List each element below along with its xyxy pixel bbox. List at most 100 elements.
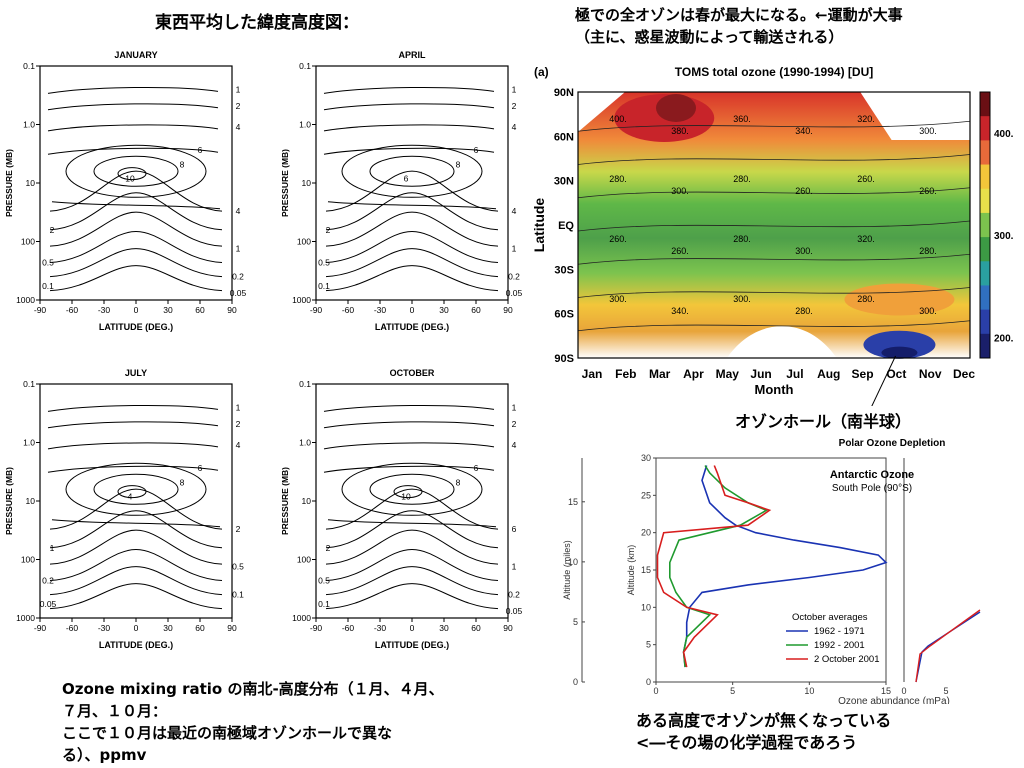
profile-ytick-label: 0	[646, 677, 651, 687]
toms-contour-label: 300.	[919, 126, 937, 136]
contour-panel-october: OCTOBER -90 -60 -30 0 30 60 90 0.1 1.0 10 100 1000 LA…	[280, 368, 523, 650]
contour-arc	[325, 549, 499, 582]
contour-arc	[325, 170, 499, 212]
toms-contour-label: 260.	[857, 174, 875, 184]
toms-contour-line	[577, 287, 971, 298]
contour-line	[47, 103, 219, 111]
toms-lat-label: EQ	[558, 220, 574, 232]
toms-colorbar-tick: 400.	[994, 129, 1014, 140]
contour-value-label: 8	[180, 159, 185, 169]
contour-value-label: 0.05	[40, 599, 57, 609]
contour-value-label: 2	[236, 524, 241, 534]
toms-contour-label: 300.	[671, 186, 689, 196]
contour-ytick-label: 100	[21, 237, 35, 247]
contour-ylabel: PRESSURE (MB)	[280, 149, 290, 217]
contour-value-label: 4	[512, 122, 517, 132]
contour-value-label: 10	[401, 491, 411, 501]
contour-xtick-label: 30	[439, 305, 449, 315]
contour-arc	[49, 211, 223, 247]
toms-contour-line	[577, 154, 971, 165]
contour-xtick-label: 30	[163, 623, 173, 633]
toms-colorbar-segment	[980, 333, 990, 359]
toms-contour-label: 260.	[795, 186, 813, 196]
toms-colorbar-segment	[980, 212, 990, 238]
contour-value-label: 1	[512, 244, 517, 254]
contour-value-label: 6	[198, 463, 203, 473]
toms-contour-label: 300.	[919, 306, 937, 316]
contour-xtick-label: 60	[471, 623, 481, 633]
contour-line	[327, 201, 497, 210]
toms-southern-collar	[844, 283, 955, 316]
profile-miles-tick-label: 0	[573, 677, 578, 687]
contour-line	[323, 124, 495, 132]
contour-arc	[49, 488, 223, 530]
toms-colorbar-segment	[980, 116, 990, 141]
toms-month-label: Feb	[615, 367, 636, 381]
contour-value-label: 0.05	[506, 606, 523, 616]
toms-colorbar-segment	[980, 164, 990, 190]
toms-month-label: Jan	[582, 367, 603, 381]
profile-xlabel: Ozone abundance (mPa)	[838, 696, 950, 704]
contour-xtick-label: -30	[374, 623, 387, 633]
contour-value-label: 8	[180, 477, 185, 487]
contour-value-label: 0.2	[42, 576, 54, 586]
contour-value-label: 1	[50, 543, 55, 553]
profile-legend-title: October averages	[792, 612, 868, 623]
contour-xtick-label: 90	[503, 305, 513, 315]
contour-value-label: 6	[474, 463, 479, 473]
toms-lat-label: 30S	[554, 264, 574, 276]
contour-value-label: 2	[50, 225, 55, 235]
toms-colorbar-tick: 200.	[994, 334, 1014, 345]
toms-colorbar-segment	[980, 92, 990, 117]
contour-line	[47, 147, 219, 155]
contour-value-label: 0.1	[42, 281, 54, 291]
profile-series-line	[669, 465, 769, 668]
toms-contour-line	[577, 253, 971, 265]
toms-month-label: Dec	[953, 367, 975, 381]
toms-ylabel: Latitude	[531, 198, 547, 253]
toms-colorbar-segment	[980, 237, 990, 262]
toms-lat-label: 60N	[554, 131, 574, 143]
contour-xtick-label: 60	[195, 623, 205, 633]
contour-loop-outer	[341, 144, 483, 198]
contour-title: OCTOBER	[390, 368, 435, 378]
contour-xlabel: LATITUDE (DEG.)	[375, 322, 449, 332]
contour-arc	[325, 248, 499, 278]
profile-series-line	[656, 465, 772, 668]
contour-value-label: 4	[512, 206, 517, 216]
contour-title: JULY	[125, 368, 147, 378]
contour-arc	[49, 231, 223, 264]
contour-value-label: 0.1	[232, 590, 244, 600]
contour-arc	[325, 488, 499, 530]
profile-ytick-label: 5	[646, 640, 651, 650]
toms-month-label: Oct	[886, 367, 906, 381]
toms-month-label: Aug	[817, 367, 840, 381]
caption-line3: ここで１０月は最近の南極域オゾンホールで異な	[62, 724, 393, 742]
contour-xtick-label: -30	[98, 623, 111, 633]
profile-legend-label: 2 October 2001	[814, 654, 880, 665]
left-section-title: 東西平均した緯度高度図：	[155, 13, 359, 33]
toms-contour-label: 260.	[609, 234, 627, 244]
contour-ylabel: PRESSURE (MB)	[4, 467, 14, 535]
contour-ylabel: PRESSURE (MB)	[280, 467, 290, 535]
toms-colorbar-segment	[980, 285, 990, 311]
contour-value-label: 2	[236, 101, 241, 111]
toms-month-label: Nov	[919, 367, 942, 381]
caption-line2: ７月、１０月：	[62, 702, 168, 720]
contour-arc	[49, 583, 223, 610]
toms-contour-line	[577, 120, 971, 132]
toms-month-label: May	[716, 367, 740, 381]
profile-legend-label: 1992 - 2001	[814, 640, 865, 651]
contour-value-label: 1	[512, 84, 517, 94]
contour-line	[323, 465, 495, 473]
contour-loop-outer	[341, 462, 483, 516]
contour-arc	[49, 192, 223, 231]
profile-inset-subtitle: South Pole (90°S)	[832, 483, 912, 494]
contour-loop-outer	[65, 462, 207, 516]
contour-arc	[49, 265, 223, 292]
toms-month-label: Mar	[649, 367, 671, 381]
contour-xtick-label: -60	[342, 623, 355, 633]
contour-value-label: 6	[404, 173, 409, 183]
toms-contour-label: 280.	[733, 234, 751, 244]
toms-lat-label: 60S	[554, 309, 574, 321]
